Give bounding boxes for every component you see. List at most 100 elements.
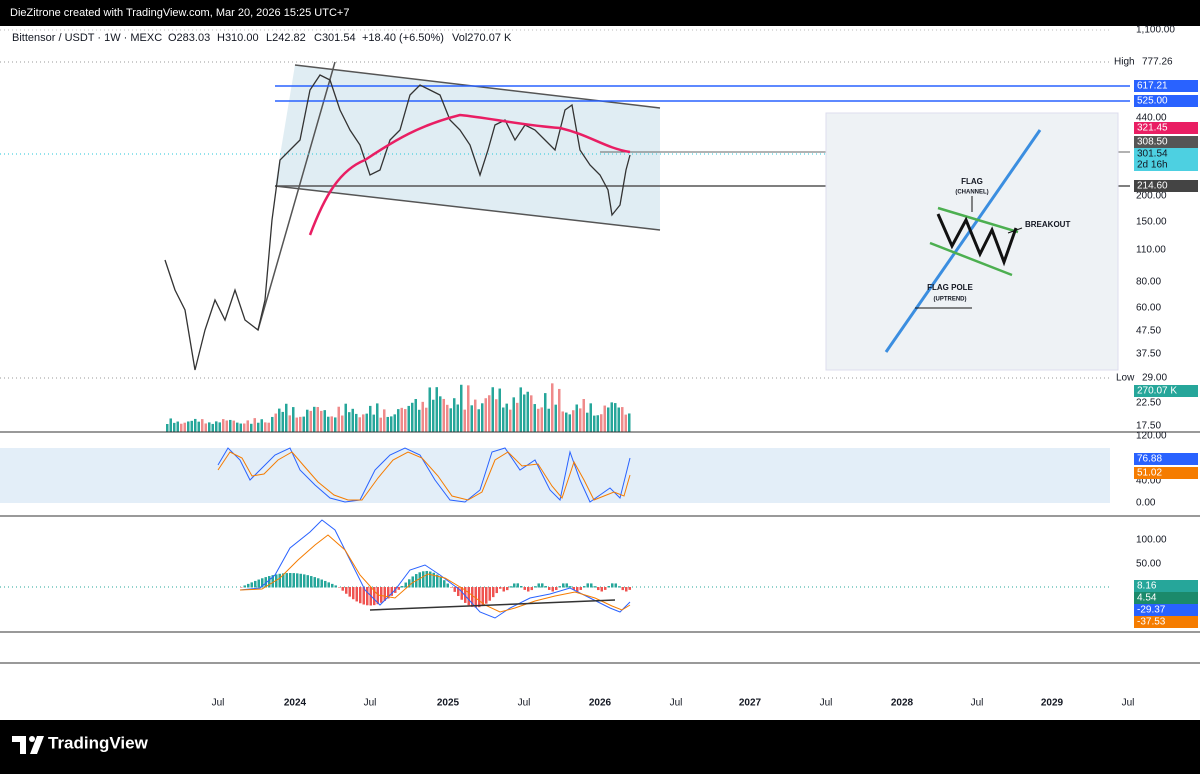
volume-bar [274,413,277,432]
inset-flag-bottom [929,241,1013,277]
price-tag-note: 2d 16h [1137,160,1168,171]
histogram-bar [359,587,362,604]
histogram-bar [408,579,411,588]
scale-caption: High [1114,57,1135,68]
histogram-bar [607,586,610,588]
histogram-bar [282,573,285,588]
volume-bar [579,408,582,432]
histogram-bar [289,573,292,588]
scale-label: 440.00 [1136,113,1167,124]
histogram-bar [401,585,404,588]
volume-bar [600,414,603,432]
volume-bar [246,420,249,432]
price-tag [1134,592,1198,604]
histogram-bar [558,586,561,588]
histogram-bar [597,587,600,591]
scale-label: 0.00 [1136,498,1156,509]
volume-bar [628,413,631,432]
histogram-bar [387,587,390,599]
volume-bar [565,412,568,432]
volume-bar [537,408,540,432]
histogram-bar [457,587,460,597]
histogram-bar [275,574,278,588]
volume-bar [306,409,309,432]
volume-bar [568,414,571,432]
volume-bar [316,407,319,432]
scale-label: 120.00 [1136,431,1167,442]
time-label: Jul [212,698,225,709]
histogram-bar [509,586,512,588]
histogram-bar [345,587,348,594]
inset-label: BREAKOUT [1025,220,1070,229]
price-tag [1134,180,1198,192]
volume-bar [180,423,183,432]
histogram-bar [583,586,586,588]
volume-bar [449,408,452,432]
volume-bar [554,404,557,432]
volume-bar [383,409,386,432]
histogram-bar [446,583,449,588]
histogram-bar [628,587,631,590]
histogram-bar [243,585,246,588]
histogram-bar [331,583,334,588]
inset-label: (UPTREND) [934,297,967,303]
volume-bar [232,420,235,432]
histogram-bar [380,587,383,603]
volume-bar [516,402,519,432]
histogram-bar [425,571,428,588]
histogram-bar [411,576,414,588]
price-tag-text: 270.07 K [1137,386,1177,397]
volume-bar [197,421,200,432]
moving-average [308,113,631,236]
inset-arrow [1007,227,1023,234]
histogram-bar [397,587,400,590]
volume-bar [425,407,428,432]
histogram-bar [551,587,554,592]
volume-bar [575,404,578,432]
histogram-bar [604,587,607,590]
price-tag-text: 617.21 [1137,81,1168,92]
time-label: Jul [820,698,833,709]
volume-bar [204,423,207,432]
footer [0,720,1200,769]
volume-bar [505,403,508,432]
volume-bar [432,399,435,432]
volume-bar [397,409,400,432]
volume-bar [386,416,389,432]
histogram-bar [299,573,302,588]
inset-label: FLAG POLE [927,283,973,292]
histogram-bar [334,585,337,588]
pole-line [257,61,336,331]
histogram-bar [310,576,313,588]
price-tag-text: 308.50 [1137,137,1168,148]
time-label: Jul [518,698,531,709]
volume-bar [589,403,592,432]
histogram-bar [516,583,519,588]
volume-bar [498,388,501,432]
volume-bar [404,409,407,432]
price-tag [1134,467,1198,479]
histogram-bar [327,582,330,588]
volume-bar [474,399,477,432]
volume-bar [463,409,466,432]
scale-label: 110.00 [1136,245,1166,256]
price-line [164,74,631,371]
time-label: 2025 [437,698,460,709]
volume-bar [544,393,547,432]
legend-open: O283.03 [168,32,210,44]
histogram-bar [492,587,495,598]
volume-bar [211,423,214,432]
volume-bar [313,406,316,432]
scale-label: 1,100.00 [1136,25,1175,36]
volume-bar [323,410,326,432]
histogram-bar [527,587,530,592]
histogram-bar [341,587,344,591]
histogram-bar [390,587,393,596]
scale-label: 60.00 [1136,303,1161,314]
time-label: 2028 [891,698,914,709]
histogram-bar [362,587,365,605]
histogram-bar [485,587,488,604]
volume-bar [257,422,260,432]
price-tag [1134,80,1198,92]
volume-bar [218,422,221,432]
